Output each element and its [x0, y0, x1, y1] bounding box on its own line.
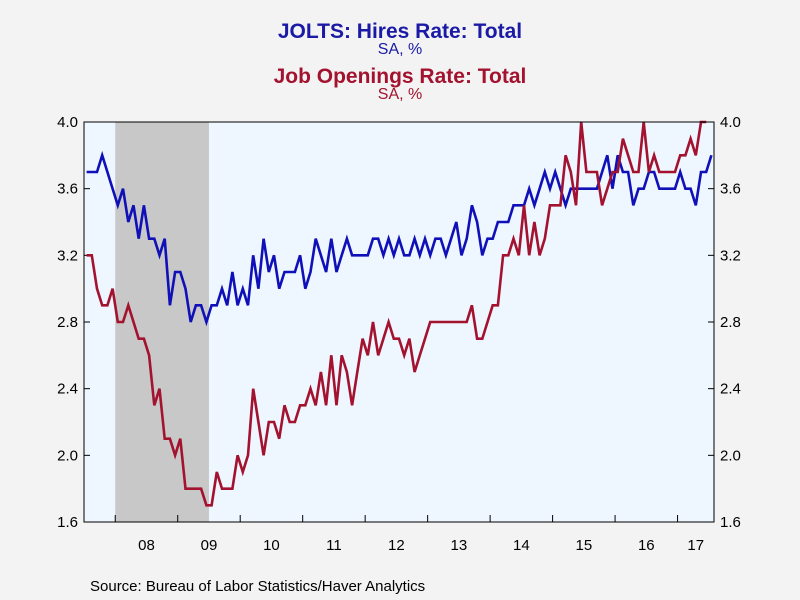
y-tick-label-left: 2.8: [57, 314, 78, 331]
plot-frame: [83, 121, 715, 523]
source-note: Source: Bureau of Labor Statistics/Haver…: [90, 578, 426, 595]
series-line-hires: [86, 150, 713, 327]
x-tick-label: 13: [451, 537, 468, 554]
x-tick-label: 08: [138, 537, 155, 554]
chart-subtitle-openings: SA, %: [377, 86, 423, 103]
series-line-openings: [86, 120, 707, 507]
y-tick-label-right: 2.8: [720, 314, 741, 331]
y-tick-label-right: 3.2: [720, 247, 741, 264]
chart-title-openings: Job Openings Rate: Total: [273, 65, 527, 88]
y-tick-label-left: 3.6: [57, 181, 78, 198]
y-tick-label-left: 3.2: [57, 247, 78, 264]
x-tick-label: 10: [263, 537, 280, 554]
x-tick-label: 12: [388, 537, 405, 554]
y-tick-label-left: 1.6: [57, 514, 78, 531]
y-tick-label-right: 1.6: [720, 514, 741, 531]
y-tick-label-right: 2.0: [720, 447, 741, 464]
x-tick-label: 11: [326, 537, 342, 554]
recession-shading: [115, 122, 209, 522]
y-tick-label-left: 2.4: [57, 381, 78, 398]
y-tick-label-left: 2.0: [57, 447, 78, 464]
x-tick-label: 09: [201, 537, 218, 554]
y-tick-label-right: 4.0: [720, 114, 741, 131]
x-tick-label: 17: [687, 537, 704, 554]
x-tick-label: 15: [575, 537, 592, 554]
y-tick-label-right: 3.6: [720, 181, 741, 198]
chart-title-hires: JOLTS: Hires Rate: Total: [277, 20, 523, 43]
y-tick-label-left: 4.0: [57, 114, 78, 131]
y-tick-label-right: 2.4: [720, 381, 741, 398]
x-tick-label: 16: [638, 537, 655, 554]
x-tick-label: 14: [513, 537, 530, 554]
chart-subtitle-hires: SA, %: [377, 41, 423, 58]
